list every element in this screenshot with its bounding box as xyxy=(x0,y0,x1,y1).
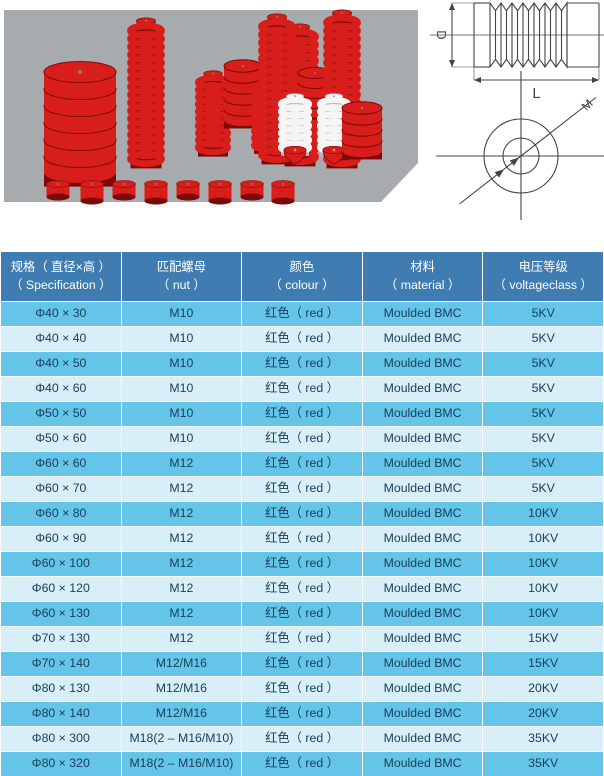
svg-text:D: D xyxy=(434,30,449,39)
svg-text:L: L xyxy=(532,85,540,102)
